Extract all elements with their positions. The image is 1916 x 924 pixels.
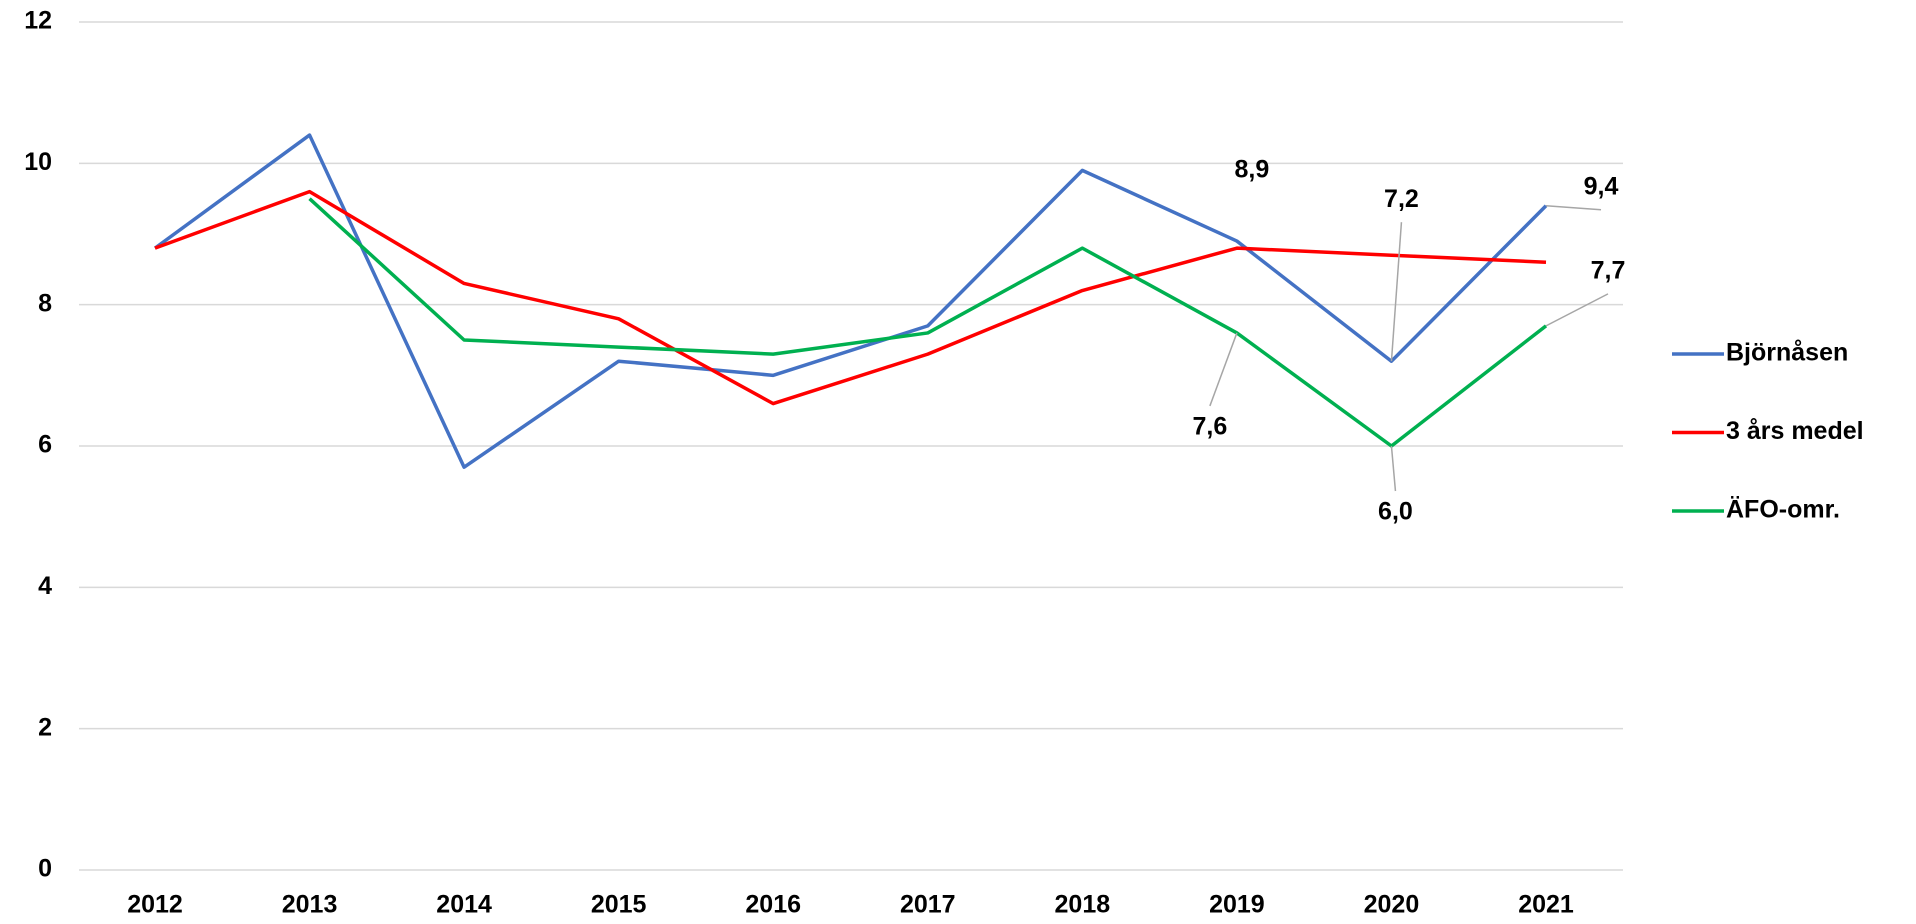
y-tick-label: 8 [38, 289, 52, 317]
leader-line [1390, 222, 1403, 362]
y-tick-label: 0 [38, 855, 52, 883]
data-label: 7,7 [1591, 256, 1626, 284]
y-tick-label: 10 [24, 148, 52, 176]
leader-line [1390, 445, 1397, 492]
x-tick-label: 2017 [900, 891, 956, 919]
series-line [153, 133, 1548, 469]
series-line [154, 189, 1547, 406]
x-tick-label: 2020 [1364, 891, 1420, 919]
y-tick-label: 6 [38, 431, 52, 459]
x-tick-label: 2015 [591, 891, 647, 919]
data-label: 7,6 [1193, 413, 1228, 441]
y-tick-label: 4 [38, 572, 52, 600]
data-label: 6,0 [1378, 498, 1413, 526]
legend-label: Björnåsen [1726, 339, 1848, 367]
data-label: 9,4 [1584, 172, 1619, 200]
leader-line [1209, 332, 1238, 407]
legend-label: 3 års medel [1726, 417, 1864, 445]
legend-label: ÄFO-omr. [1726, 496, 1840, 524]
x-tick-label: 2019 [1209, 891, 1265, 919]
x-tick-label: 2018 [1055, 891, 1111, 919]
leader-line [1545, 293, 1609, 327]
x-tick-label: 2013 [282, 891, 338, 919]
data-label: 7,2 [1384, 185, 1419, 213]
y-tick-label: 2 [38, 713, 52, 741]
x-tick-label: 2021 [1518, 891, 1574, 919]
x-tick-label: 2014 [436, 891, 492, 919]
x-tick-label: 2012 [127, 891, 183, 919]
data-label: 8,9 [1235, 156, 1270, 184]
leader-line [1545, 204, 1602, 211]
series-line [308, 197, 1548, 448]
y-tick-label: 12 [24, 7, 52, 35]
x-tick-label: 2016 [745, 891, 801, 919]
